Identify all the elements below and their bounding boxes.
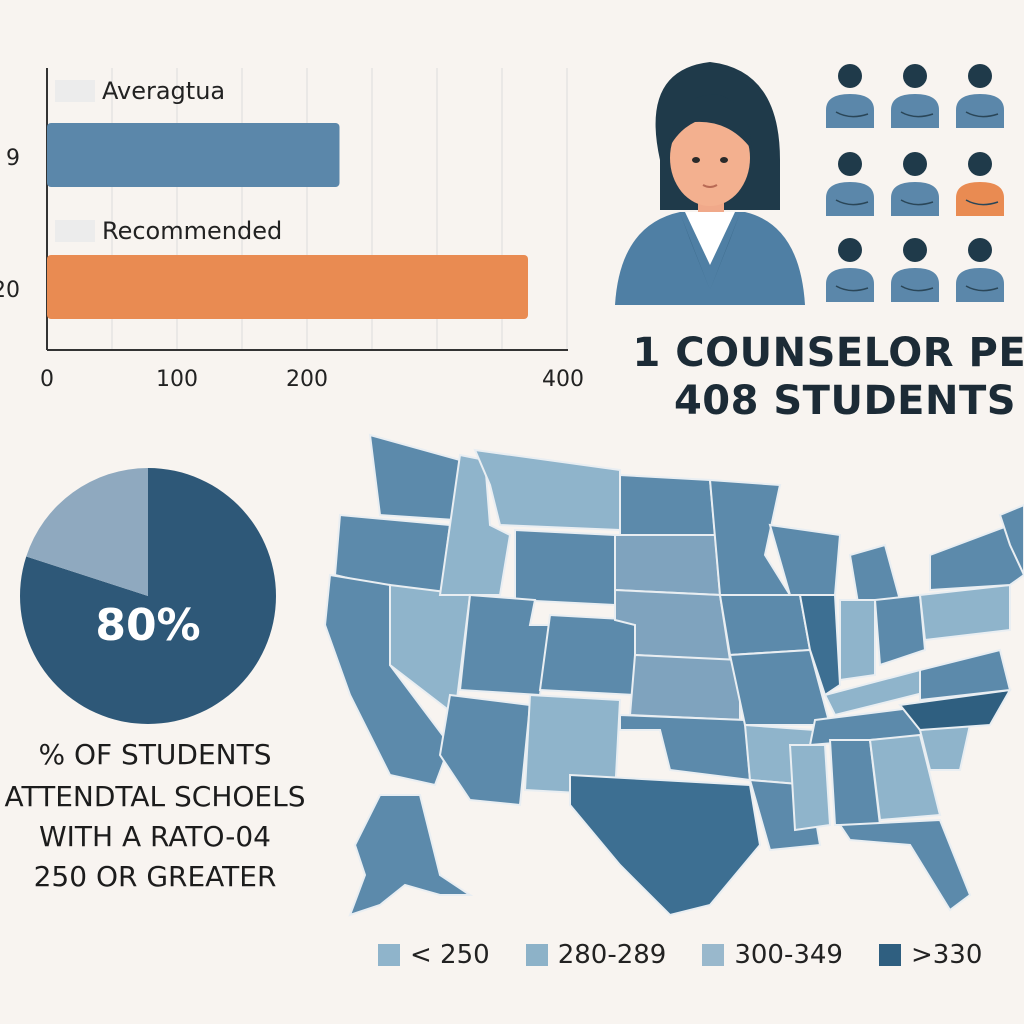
bar-x-tick-label: 0 [40, 367, 54, 392]
pie-caption-line2: ATTENDTAL SCHOELS [4, 780, 306, 813]
legend-label: >330 [910, 940, 983, 970]
headline-line1: 1 COUNSELOR PER [632, 330, 1024, 376]
bar-label-backdrop [55, 80, 95, 102]
legend-swatch [702, 944, 725, 966]
us-choropleth-map [323, 433, 1024, 917]
pie-caption-line3: WITH A RATO-04 [38, 820, 271, 853]
map-state-illinois [798, 594, 842, 697]
map-state-south-dakota [614, 534, 722, 597]
map-state-oklahoma [619, 713, 752, 782]
map-state-mississippi [788, 744, 832, 832]
bar-chart: 0 100 200 400 Averagtua 9 Recommended 20 [0, 68, 584, 392]
map-state-alaska [348, 794, 474, 917]
person-icon [826, 152, 874, 216]
map-state-wyoming [514, 528, 616, 607]
legend-label: < 250 [410, 940, 490, 970]
map-state-iowa [718, 594, 812, 657]
legend-item: 300-349 [702, 940, 843, 970]
map-state-kansas [628, 653, 741, 722]
map-state-arizona [438, 693, 532, 807]
pie-caption-line1: % OF STUDENTS [38, 738, 272, 771]
person-icon [956, 152, 1004, 216]
pie-value-label: 80% [95, 600, 200, 651]
bar-labels: 0 100 200 400 Averagtua 9 Recommended 20 [0, 77, 584, 392]
person-icon [826, 64, 874, 128]
map-state-texas [569, 773, 762, 917]
legend-item: < 250 [378, 940, 490, 970]
bar-x-tick-label: 100 [156, 367, 198, 392]
map-state-washington [368, 433, 462, 522]
counselor-illustration [615, 62, 1004, 305]
legend-label: 280-289 [557, 940, 667, 970]
legend-label: 300-349 [734, 940, 843, 970]
student-icon-grid [826, 64, 1004, 302]
map-state-new-england [998, 503, 1024, 576]
map-state-minnesota [708, 478, 792, 596]
person-icon [891, 64, 939, 128]
pie-caption-line4: 250 OR GREATER [33, 860, 277, 893]
bar [47, 255, 528, 319]
legend-item: >330 [878, 940, 983, 970]
legend-swatch [378, 944, 400, 966]
headline-line2: 408 STUDENTS [673, 378, 1017, 424]
map-state-utah [458, 593, 552, 697]
map-state-virginia [919, 648, 1012, 702]
map-legend: < 250 280-289 300-349 >330 [378, 940, 1018, 970]
bar-side-label: 20 [0, 278, 20, 303]
map-state-pennsylvania [918, 583, 1011, 642]
pie-slice [26, 468, 148, 596]
legend-swatch [525, 944, 548, 966]
person-icon [826, 238, 874, 302]
person-icon [891, 238, 939, 302]
person-icon [956, 238, 1004, 302]
map-state-colorado [538, 613, 642, 697]
bar-label-backdrop [55, 220, 95, 242]
bar-x-tick-label: 400 [542, 367, 584, 392]
person-icon [956, 64, 1004, 128]
map-state-new-york [929, 523, 1024, 592]
bar [47, 123, 340, 187]
pie-chart: 80% [20, 468, 277, 724]
bar-category-label: Recommended [102, 217, 282, 245]
map-state-florida [838, 818, 972, 912]
bar-category-label: Averagtua [102, 77, 225, 105]
person-icon [891, 152, 939, 216]
map-state-ohio [873, 593, 927, 667]
bar-marks [47, 123, 528, 319]
legend-swatch [878, 944, 901, 966]
map-state-south-carolina [918, 723, 972, 771]
map-state-montana [473, 448, 621, 532]
map-state-georgia [868, 733, 942, 822]
map-state-north-dakota [619, 473, 717, 536]
bar-x-tick-label: 200 [286, 367, 328, 392]
counselor-icon [615, 62, 805, 305]
bar-side-label: 9 [6, 146, 20, 171]
map-state-indiana [839, 599, 876, 682]
legend-item: 280-289 [525, 940, 667, 970]
